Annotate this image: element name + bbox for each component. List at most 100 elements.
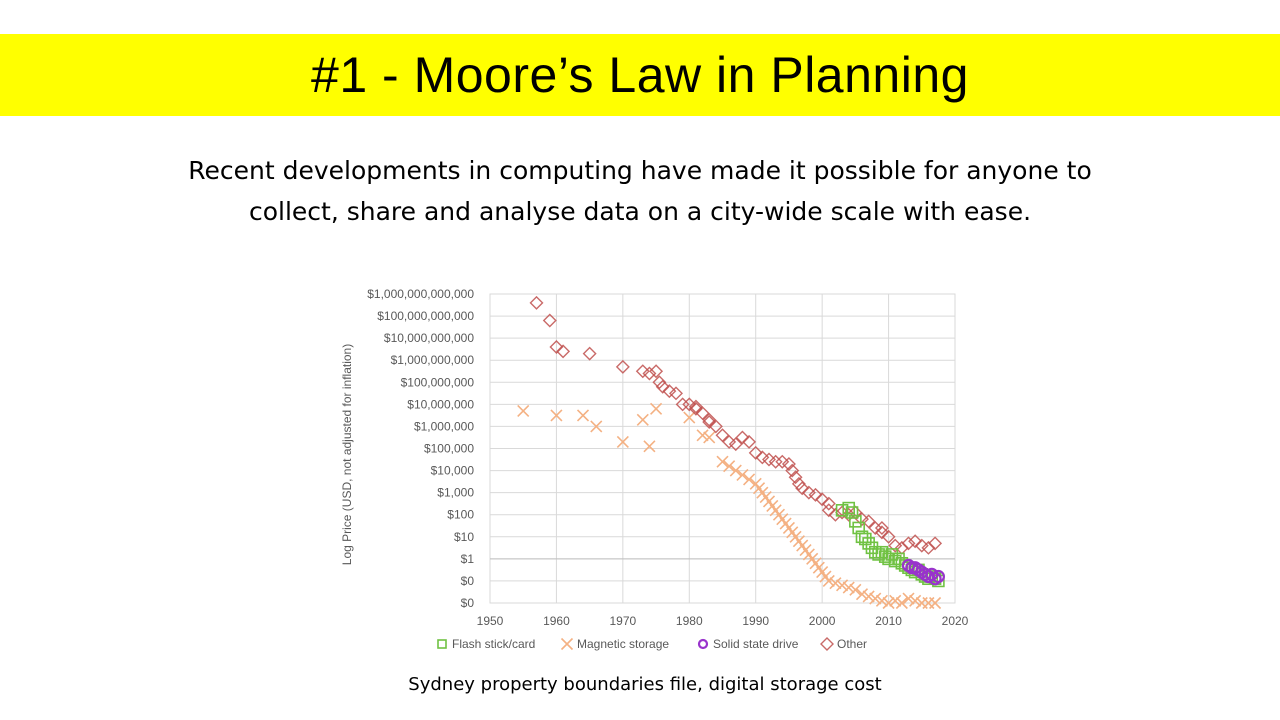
data-point [696, 429, 709, 442]
y-tick-label: $10 [454, 530, 474, 544]
data-point [845, 506, 859, 519]
y-tick-label: $1,000,000,000,000 [367, 287, 474, 301]
y-tick-label: $10,000,000 [407, 397, 474, 411]
data-point [702, 415, 717, 430]
plot-border [489, 293, 956, 604]
data-point [808, 487, 823, 502]
legend-marker [697, 638, 709, 650]
y-tick-label: $0 [461, 596, 475, 610]
data-point [842, 581, 855, 594]
data-point [650, 402, 663, 415]
legend-marker [820, 637, 834, 651]
data-point [582, 346, 597, 361]
y-tick-label: $100,000,000 [401, 375, 475, 389]
title-bar: #1 - Moore’s Law in Planning [0, 34, 1280, 116]
y-tick-label: $100 [447, 508, 474, 522]
data-point [868, 545, 882, 559]
data-point [869, 592, 882, 605]
y-tick-label: $10,000 [431, 464, 475, 478]
y-tick-label: $1,000,000 [414, 419, 474, 433]
data-point [517, 404, 530, 418]
y-axis-title: Log Price (USD, not adjusted for inflati… [340, 344, 354, 565]
data-point [928, 536, 943, 551]
legend-label: Flash stick/card [452, 637, 535, 651]
data-point [590, 420, 603, 433]
x-tick-label: 2020 [942, 614, 969, 628]
data-point [931, 569, 945, 584]
data-point [716, 455, 729, 468]
data-point [688, 401, 703, 416]
data-point [868, 520, 883, 535]
data-point [908, 534, 923, 549]
data-point [748, 445, 763, 460]
data-point [849, 515, 862, 528]
data-point [615, 359, 630, 374]
data-point [875, 594, 888, 607]
data-point [652, 375, 667, 390]
data-point [902, 592, 915, 605]
data-point [889, 594, 902, 607]
data-point [821, 496, 836, 511]
subtitle-line-2: collect, share and analyse data on a cit… [248, 197, 1032, 226]
data-point [862, 537, 875, 550]
data-point [688, 399, 703, 414]
data-point [729, 464, 742, 477]
data-point [841, 507, 856, 522]
x-tick-label: 2010 [875, 614, 902, 628]
legend-label: Solid state drive [713, 637, 799, 651]
data-point [901, 536, 916, 551]
chart-caption: Sydney property boundaries file, digital… [408, 674, 882, 695]
data-point [642, 366, 657, 381]
x-tick-label: 1950 [477, 614, 504, 628]
data-point [874, 520, 889, 535]
series-other [529, 295, 943, 555]
y-tick-label: $10,000,000,000 [384, 331, 474, 345]
data-point [728, 437, 743, 452]
data-point [785, 463, 800, 478]
data-point [549, 339, 564, 354]
x-tick-label: 2000 [809, 614, 836, 628]
data-point [795, 481, 810, 496]
data-point [742, 434, 757, 449]
data-point [865, 541, 879, 555]
data-point [859, 532, 872, 546]
data-point [829, 577, 842, 590]
legend-marker [560, 637, 574, 651]
x-tick-label: 1970 [610, 614, 637, 628]
data-point [881, 529, 896, 544]
data-point [849, 583, 862, 596]
data-point [542, 313, 557, 328]
slide-title: #1 - Moore’s Law in Planning [311, 47, 969, 103]
data-point [702, 412, 717, 427]
x-tick-label: 1980 [676, 614, 703, 628]
data-point [895, 596, 908, 610]
data-point [550, 409, 563, 422]
data-point [842, 501, 856, 515]
data-point [855, 530, 869, 544]
data-point [835, 504, 849, 517]
data-point [929, 596, 942, 610]
series-solid-state-drive [901, 558, 945, 586]
data-point [576, 409, 590, 422]
data-point [636, 413, 649, 426]
slide-subtitle: Recent developments in computing have ma… [140, 150, 1140, 232]
legend-item: Solid state drive [697, 637, 799, 651]
data-point [669, 386, 683, 401]
data-point [556, 344, 571, 359]
data-point [736, 468, 749, 482]
data-point [855, 588, 869, 601]
storage-cost-chart: $0 $0 $1 $10 $100 $1,000 $10,000 $100,000 $1,000… [340, 287, 969, 651]
data-point [815, 492, 830, 507]
y-tick-label: $1,000 [437, 486, 474, 500]
data-point [836, 579, 849, 592]
legend-label: Other [837, 637, 867, 651]
data-point [882, 552, 895, 566]
y-tick-label: $100,000,000,000 [377, 309, 474, 323]
data-point [529, 295, 544, 310]
data-point [708, 419, 723, 434]
legend-item: Flash stick/card [437, 637, 535, 651]
data-point [822, 574, 835, 587]
x-tick-label: 1960 [543, 614, 570, 628]
y-tick-label: $1 [461, 552, 475, 566]
data-point [723, 460, 736, 473]
